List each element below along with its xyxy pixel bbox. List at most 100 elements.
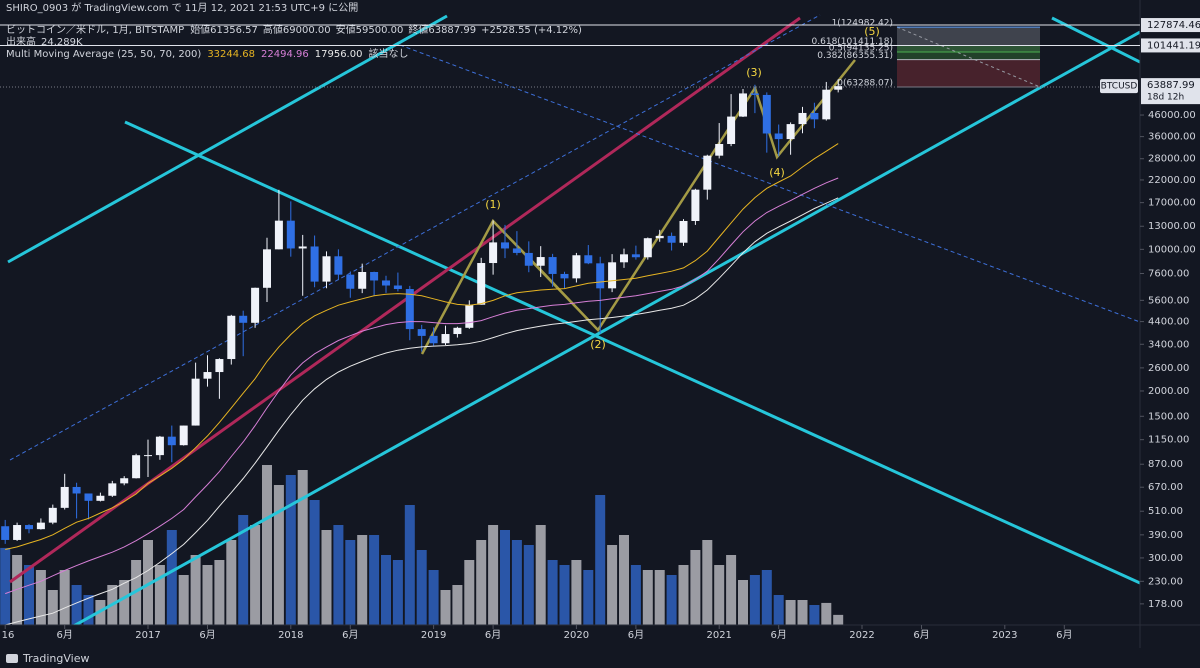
y-tick-label: 390.00 xyxy=(1148,530,1183,541)
volume-bar xyxy=(321,530,332,625)
volume-bar xyxy=(452,585,463,625)
candle-body xyxy=(429,335,438,344)
fib-label: 1(124982.42) xyxy=(832,19,893,29)
candle-body xyxy=(382,280,390,286)
price-tag xyxy=(1141,18,1200,33)
candle-body xyxy=(703,155,712,190)
candle-body xyxy=(120,478,129,484)
volume-bar xyxy=(333,525,344,625)
symbol-legend: ビットコイン／米ドル, 1月, BITSTAMP 始値61356.57 高値6900… xyxy=(6,23,582,36)
candle-body xyxy=(786,124,795,140)
x-tick-label: 6月 xyxy=(57,629,73,641)
volume-bar xyxy=(345,540,356,625)
y-tick-label: 2600.00 xyxy=(1148,363,1189,374)
fib-trend xyxy=(896,26,1041,88)
candle-body xyxy=(334,256,343,275)
candle-body xyxy=(691,189,700,221)
wave-label: (2) xyxy=(590,338,606,351)
price-tag-label: 101441.19 xyxy=(1147,40,1200,51)
y-tick-label: 3400.00 xyxy=(1148,339,1189,350)
trend-line xyxy=(7,14,448,264)
candle-body xyxy=(144,455,152,457)
y-tick-label: 13000.00 xyxy=(1148,221,1196,232)
volume-bar xyxy=(571,560,582,625)
last-price-tag xyxy=(1141,78,1200,105)
volume-bar xyxy=(190,555,201,625)
candle-body xyxy=(96,495,105,501)
candle-body xyxy=(453,327,462,335)
candle-body xyxy=(584,255,593,264)
candle-body xyxy=(536,257,545,266)
y-tick-label: 300.00 xyxy=(1148,553,1183,564)
volume-bar xyxy=(547,560,558,625)
volume-bar xyxy=(273,485,284,625)
volume-bar xyxy=(35,570,46,625)
volume-bar xyxy=(428,570,439,625)
candle-body xyxy=(465,304,474,328)
x-tick-label: 6月 xyxy=(628,629,644,641)
volume-bar xyxy=(666,575,677,625)
volume-value: 24.289K xyxy=(41,37,83,48)
candle-body xyxy=(60,486,69,508)
candle-body xyxy=(155,436,164,456)
candle-body xyxy=(370,271,379,281)
y-tick-label: 670.00 xyxy=(1148,482,1183,493)
candle-body xyxy=(84,493,93,501)
volume-bar xyxy=(833,614,844,625)
volume-bar xyxy=(0,547,11,625)
candle-body xyxy=(239,315,248,323)
x-tick-label: 2017 xyxy=(135,630,160,641)
volume-bar xyxy=(59,570,70,625)
candle-body xyxy=(798,112,807,125)
elliott-wave xyxy=(420,59,856,355)
candle-body xyxy=(1,526,10,540)
candle-body xyxy=(596,263,605,289)
candle-body xyxy=(25,525,33,530)
candle-body xyxy=(524,252,533,266)
candle-body xyxy=(48,507,57,523)
volume-bar xyxy=(488,525,499,625)
fib-label: 0.618(101411.18) xyxy=(812,37,893,47)
fib-zone xyxy=(897,52,1040,60)
y-tick-label: 2000.00 xyxy=(1148,386,1189,397)
fib-zone xyxy=(897,27,1040,46)
candle-body xyxy=(405,289,414,330)
price-tag-label: 127874.46 xyxy=(1147,20,1200,31)
candle-body xyxy=(346,274,355,289)
volume-bar xyxy=(773,595,784,625)
y-tick-label: 1500.00 xyxy=(1148,411,1189,422)
volume-bar xyxy=(690,550,701,625)
volume-bar xyxy=(464,560,475,625)
candle-body xyxy=(727,116,736,144)
volume-bar xyxy=(357,535,368,625)
volume-bar xyxy=(678,565,689,625)
volume-bar xyxy=(226,540,237,625)
candle-body xyxy=(477,263,486,305)
x-tick-label: 16 xyxy=(2,630,15,641)
moving-average xyxy=(5,197,839,625)
candle-body xyxy=(762,94,771,134)
symbol-tag xyxy=(1100,79,1138,94)
volume-bar xyxy=(404,505,415,625)
candle-body xyxy=(36,522,45,530)
candle-body xyxy=(310,246,319,282)
footer: TradingView xyxy=(6,652,89,665)
axes: 178.00 230.00 300.00 390.00 510.00 670.00 870.… xyxy=(2,110,1196,641)
y-tick-label: 1150.00 xyxy=(1148,435,1189,446)
candle-body xyxy=(322,256,331,282)
volume-bar xyxy=(154,565,165,625)
ohlc: 始値61356.57 xyxy=(190,23,258,36)
fib-label: 0.382(86355.31) xyxy=(817,51,893,61)
ma-value: 該当なし xyxy=(368,47,408,60)
wave-label: (4) xyxy=(769,166,785,179)
volume-bar xyxy=(178,575,189,625)
publisher: SHIRO_0903 が TradingView.com で 11月 12, 2… xyxy=(6,1,358,14)
volume-bar xyxy=(214,560,225,625)
ohlc: 安値59500.00 xyxy=(336,23,404,36)
ohlc: 高値69000.00 xyxy=(263,23,331,36)
candle-body xyxy=(512,248,521,253)
candle-body xyxy=(417,329,426,336)
volume-bar xyxy=(119,580,130,625)
legend: SHIRO_0903 が TradingView.com で 11月 12, 2… xyxy=(6,1,582,60)
